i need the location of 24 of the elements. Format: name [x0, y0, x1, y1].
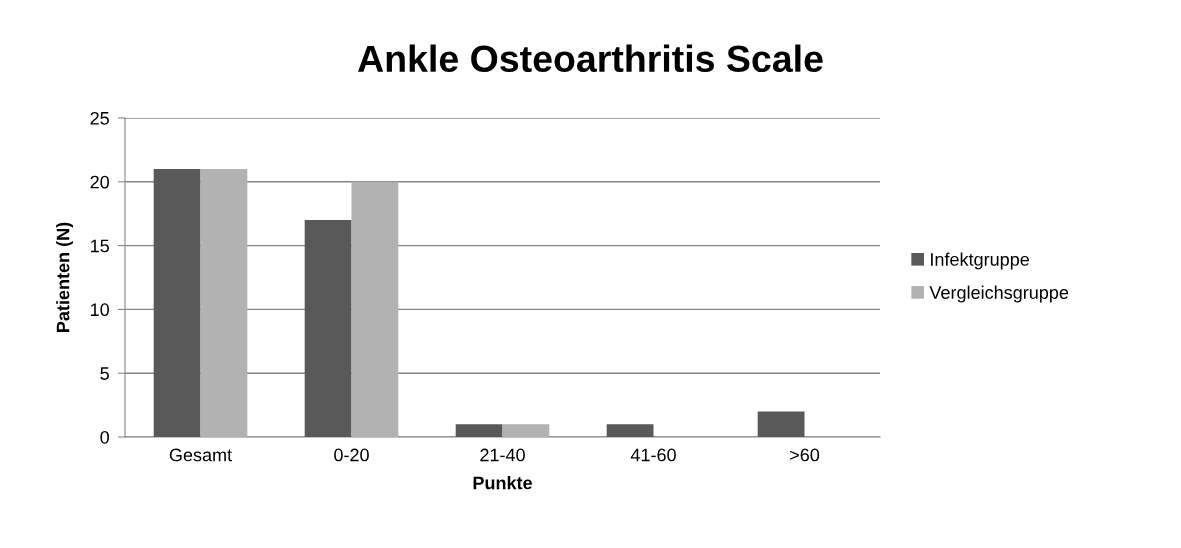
y-tick-label: 5 — [100, 367, 109, 380]
y-tick-label: 20 — [90, 175, 110, 189]
bar — [502, 424, 550, 437]
bar — [606, 424, 654, 437]
bar — [200, 169, 248, 437]
x-tick-label: 0-20 — [334, 448, 369, 462]
y-tick-label: 15 — [91, 239, 109, 253]
bar — [153, 169, 201, 437]
y-tick-label: 25 — [90, 111, 109, 125]
bar — [304, 220, 352, 437]
bar — [455, 424, 503, 437]
x-tick-label: >60 — [790, 448, 820, 462]
y-axis-title: Patienten (N) — [56, 222, 73, 332]
legend-label: Vergleichsgruppe — [929, 285, 1069, 303]
y-tick-label: 0 — [100, 430, 110, 444]
x-tick-label: 21-40 — [480, 448, 525, 462]
chart-title: Ankle Osteoarthritis Scale — [358, 44, 823, 73]
bar — [757, 411, 805, 437]
legend-label: Infektgruppe — [931, 252, 1029, 270]
x-tick-label: Gesamt — [169, 448, 232, 462]
x-tick-label: 41-60 — [630, 448, 676, 462]
x-axis-title: Punkte — [473, 476, 532, 490]
bar — [351, 181, 399, 437]
y-tick-label: 10 — [91, 303, 110, 317]
